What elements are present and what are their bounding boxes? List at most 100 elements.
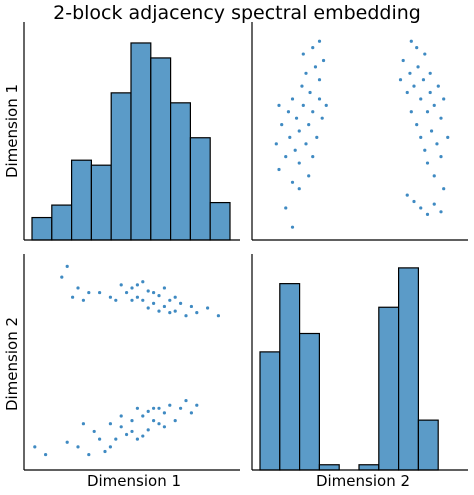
dimension-2-vs-dimension-1-series1-point-17: [168, 298, 172, 302]
dimension-2-vs-dimension-1-series1-point-3: [76, 286, 80, 290]
dimension-1-vs-dimension-2-series0-point-32: [317, 39, 322, 43]
dimension-2-vs-dimension-1-series0-point-25: [81, 422, 85, 426]
dimension-1-vs-dimension-2-series0-point-1: [277, 167, 281, 172]
dimension-2-vs-dimension-1-series1-point-2: [71, 295, 75, 299]
dimension-1-vs-dimension-2-series1-point-25: [405, 193, 409, 197]
col1-axis-label: Dimension 1: [86, 472, 182, 490]
dimension-1-vs-dimension-2-series1-point-34: [428, 71, 432, 75]
dimension-2-vs-dimension-1-series1-point-14: [152, 301, 156, 305]
dimension-1-histogram-bar-4: [110, 92, 132, 241]
dimension-2-vs-dimension-1-series1-point-25: [130, 298, 134, 302]
dimension-2-vs-dimension-1-series0-point-0: [33, 445, 37, 449]
dimension-1-vs-dimension-2-series1-point-0: [398, 78, 403, 82]
dimension-2-vs-dimension-1-series0-point-28: [141, 434, 145, 438]
dimension-2-vs-dimension-1-series1-point-9: [125, 290, 129, 295]
dimension-1-vs-dimension-2-series0-point-10: [297, 129, 301, 133]
dimension-1-vs-dimension-2-series0-point-9: [294, 116, 299, 120]
dimension-2-vs-dimension-1-series0-point-22: [184, 398, 188, 403]
dimension-1-vs-dimension-2-series1-point-24: [446, 135, 450, 140]
dimension-1-vs-dimension-2-series0-point-23: [317, 78, 322, 82]
dimension-1-vs-dimension-2-series1-point-8: [419, 135, 423, 140]
dimension-1-vs-dimension-2-series1-point-31: [415, 46, 419, 50]
dimension-2-vs-dimension-1-series0-point-26: [108, 445, 112, 449]
dimension-1-vs-dimension-2-series1-point-22: [442, 187, 446, 191]
dimension-1-vs-dimension-2-series0-point-25: [321, 58, 326, 63]
dimension-2-vs-dimension-1-series0-point-15: [146, 428, 150, 432]
dimension-1-vs-dimension-2-series0-point-7: [290, 97, 295, 101]
dimension-2-vs-dimension-1-series1-point-33: [157, 309, 161, 313]
dimension-1-vs-dimension-2-series0-point-24: [320, 116, 324, 120]
dimension-2-vs-dimension-1-series1-point-0: [60, 275, 64, 279]
dimension-1-vs-dimension-2-series0-point-3: [284, 155, 288, 159]
dimension-1-histogram-bar-6: [150, 57, 172, 241]
dimension-1-vs-dimension-2-series0-point-4: [286, 110, 291, 114]
dimension-2-vs-dimension-1-series1-point-27: [152, 290, 156, 295]
dimension-1-histogram-bar-2: [70, 159, 92, 241]
dimension-1-vs-dimension-2-series0-point-11: [297, 161, 301, 165]
dimension-1-vs-dimension-2-series1-point-14: [428, 90, 432, 95]
dimension-2-histogram-bar-8: [417, 419, 439, 471]
dimension-1-vs-dimension-2-series0-point-31: [311, 46, 315, 50]
dimension-1-vs-dimension-2-series1-point-17: [432, 103, 436, 107]
dimension-1-vs-dimension-2-series1-point-19: [436, 84, 440, 88]
dimension-2-vs-dimension-1-series0-point-34: [157, 406, 161, 410]
dimension-1-vs-dimension-2-series1-point-13: [425, 161, 430, 165]
dimension-2-vs-dimension-1-series0-point-19: [168, 403, 172, 407]
dimension-1-vs-dimension-2-series0-point-12: [300, 84, 304, 88]
dimension-2-vs-dimension-1-series1-point-15: [157, 294, 161, 298]
dimension-2-vs-dimension-1-series0-point-21: [179, 406, 183, 410]
dimension-1-vs-dimension-2-series1-point-9: [419, 97, 423, 101]
dimension-1-vs-dimension-2-series1-point-16: [432, 174, 436, 178]
dimension-1-vs-dimension-2-series1-point-33: [409, 39, 413, 43]
dimension-2-vs-dimension-1-series1-point-21: [189, 304, 193, 309]
dimension-1-vs-dimension-2-series0-point-29: [297, 187, 301, 191]
dimension-1-vs-dimension-2-series1-point-1: [401, 58, 405, 63]
dimension-2-vs-dimension-1-series0-point-11: [125, 432, 129, 437]
dimension-2-vs-dimension-1-series1-point-10: [130, 286, 134, 290]
dimension-1-vs-dimension-2-series0-point-17: [308, 90, 312, 95]
dimension-1-vs-dimension-2-series1-point-27: [419, 206, 423, 210]
dimension-1-vs-dimension-2-series1-point-28: [425, 212, 430, 216]
dimension-2-vs-dimension-1-series1-point-24: [216, 314, 220, 318]
dimension-1-vs-dimension-2-series1-point-11: [423, 148, 427, 152]
dimension-2-vs-dimension-1-series0-point-31: [146, 409, 150, 413]
dimension-2-histogram-bar-6: [378, 306, 400, 471]
dimension-1-vs-dimension-2-series0-point-18: [311, 155, 315, 159]
dimension-2-vs-dimension-1-series1-point-19: [179, 301, 183, 305]
dimension-1-vs-dimension-2-series0-point-14: [304, 142, 308, 146]
dimension-2-vs-dimension-1-series0-point-8: [108, 422, 112, 426]
dimension-1-vs-dimension-2-series1-point-7: [416, 65, 420, 69]
dimension-2-vs-dimension-1-series0-point-13: [135, 437, 139, 441]
dimension-1-vs-dimension-2-series0-point-5: [288, 135, 292, 140]
dimension-1-histogram-bar-0: [31, 216, 53, 241]
dimension-2-vs-dimension-1-series1-point-22: [195, 311, 199, 315]
dimension-2-vs-dimension-1-series0-point-7: [103, 449, 107, 454]
dimension-1-vs-dimension-2-series1-point-26: [412, 199, 416, 204]
dimension-2-vs-dimension-1-series1-point-29: [114, 298, 118, 302]
dimension-2-vs-dimension-1-series0-point-29: [152, 419, 156, 423]
dimension-2-vs-dimension-1-series1-point-28: [162, 286, 166, 290]
dimension-1-vs-dimension-2-series0-point-21: [315, 135, 319, 140]
dimension-2-histogram-bar-5: [358, 464, 380, 471]
dimension-1-vs-dimension-2-series1-point-21: [439, 116, 443, 120]
dimension-2-vs-dimension-1-series1-point-30: [173, 295, 177, 299]
row2-axis-label: Dimension 2: [3, 316, 21, 412]
dimension-1-vs-dimension-2-series1-point-30: [439, 210, 443, 214]
dimension-2-vs-dimension-1-series1-point-31: [135, 283, 139, 287]
dimension-2-vs-dimension-1-series0-point-10: [119, 425, 123, 429]
dimension-2-vs-dimension-1-series0-point-12: [130, 419, 134, 423]
dimension-1-vs-dimension-2-series0-point-6: [290, 180, 295, 184]
dimension-1-vs-dimension-2-series0-point-27: [284, 206, 288, 210]
dimension-1-vs-dimension-2-series1-point-29: [432, 202, 436, 206]
dimension-2-vs-dimension-1-series1-point-6: [98, 290, 102, 295]
dimension-2-vs-dimension-1-series0-point-2: [65, 440, 69, 444]
dimension-2-histogram-bar-2: [299, 332, 321, 471]
dimension-2-vs-dimension-1-series1-point-16: [162, 304, 166, 309]
dimension-2-vs-dimension-1-series1-point-18: [173, 309, 177, 313]
dimension-1-vs-dimension-2-series0-point-16: [307, 122, 311, 127]
dimension-2-vs-dimension-1-series1-point-4: [81, 298, 85, 302]
dimension-1-vs-dimension-2-series0-point-19: [311, 110, 315, 114]
dimension-2-vs-dimension-1-series1-point-7: [108, 295, 112, 299]
dimension-2-vs-dimension-1-series0-point-27: [130, 429, 134, 434]
dimension-1-histogram-bar-1: [51, 204, 73, 241]
